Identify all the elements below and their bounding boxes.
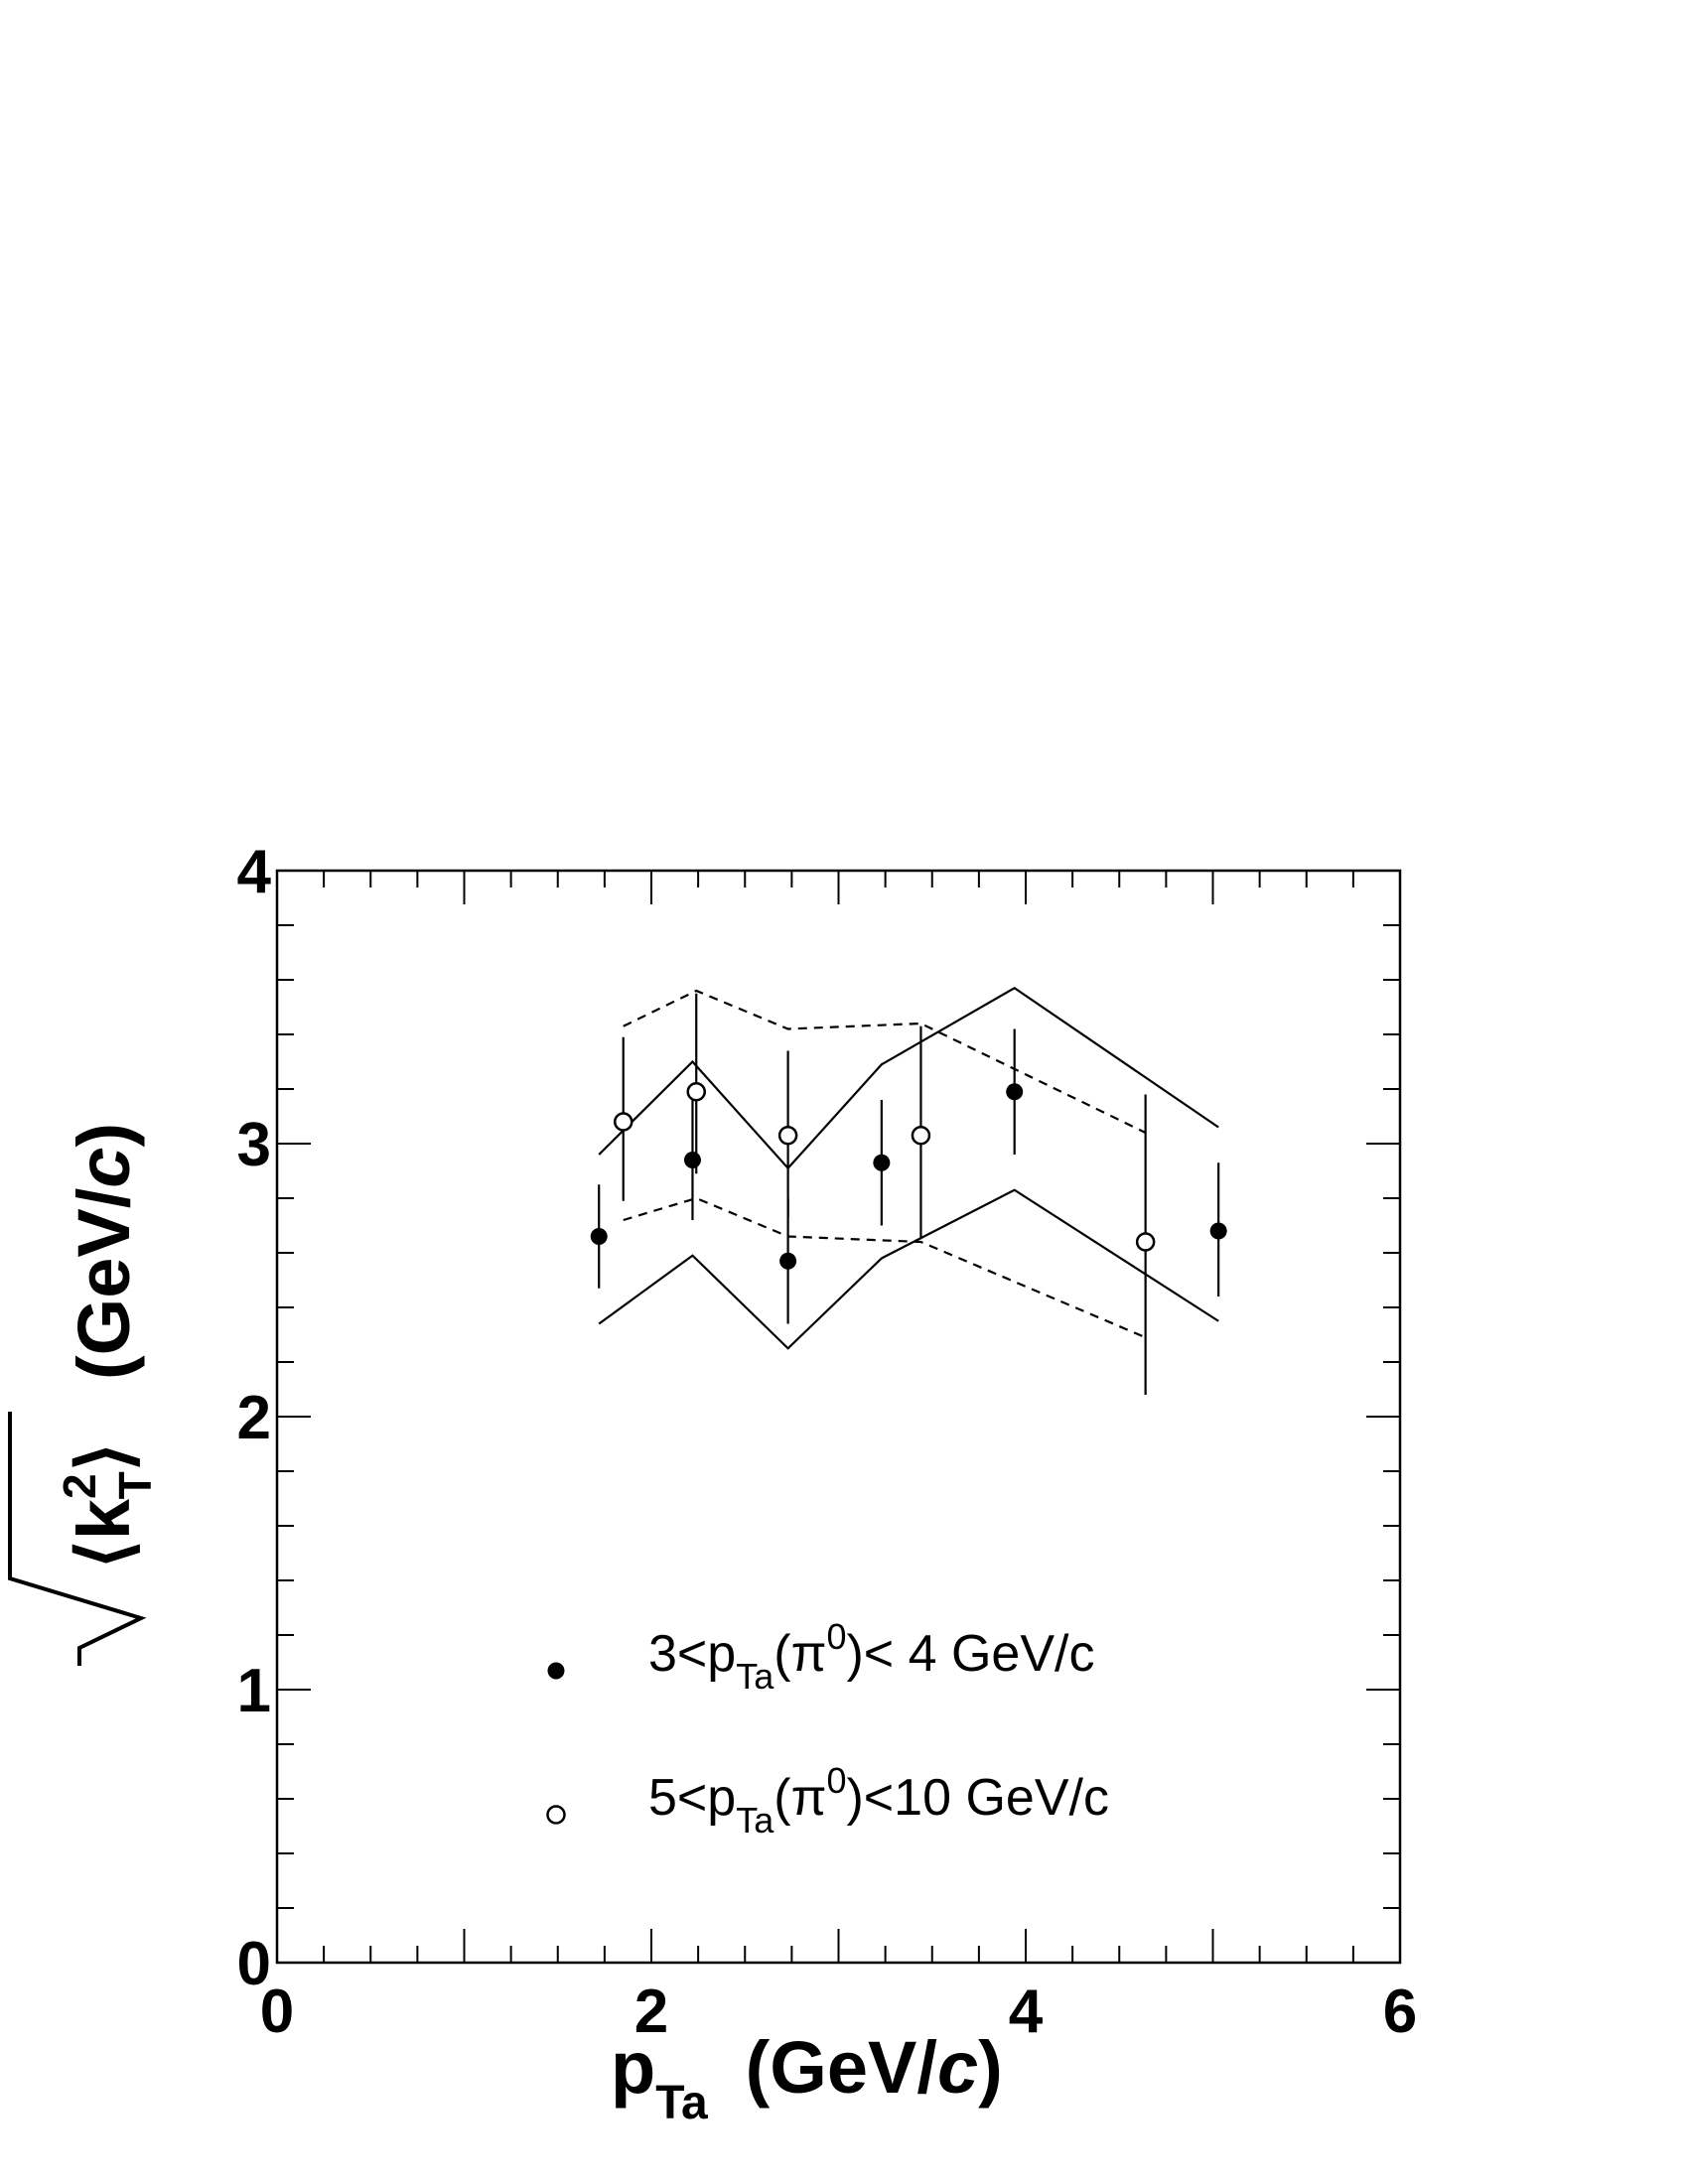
y-axis-title-root-close: ⟩: [63, 1442, 145, 1471]
y-tick-label: 4: [237, 838, 272, 906]
series-1-sys-lower-line: [598, 1188, 1219, 1350]
plot-frame: [275, 869, 1402, 1965]
sqrt-sign-icon: [8, 1412, 147, 1666]
x-axis-title-sub: Ta: [655, 2077, 708, 2129]
x-tick-label: 0: [260, 1978, 294, 2046]
series-1-point: [779, 1252, 797, 1270]
y-axis-title-unit-open: (GeV/: [63, 1188, 145, 1380]
x-tick-label: 4: [1009, 1978, 1044, 2046]
legend: 3<pTa(π0)< 4 GeV/c 5<pTa(π0)<10 GeV/c: [546, 1616, 1109, 1841]
data-points: [590, 1082, 1227, 1270]
y-axis-title: ⟨k2T⟩ (GeV/c): [8, 1123, 161, 1666]
series-2-sys-upper-line: [623, 989, 1147, 1134]
series-1-point: [590, 1228, 608, 1245]
y-tick-label: 3: [237, 1111, 271, 1179]
legend-entry-2: 5<pTa(π0)<10 GeV/c: [648, 1760, 1109, 1841]
y-axis-title-unit-close: ): [63, 1123, 145, 1148]
svg-text:⟨k2T⟩: ⟨k2T⟩: [54, 1442, 161, 1569]
legend-entry-1: 3<pTa(π0)< 4 GeV/c: [648, 1616, 1094, 1697]
x-tick-label: 2: [634, 1978, 668, 2046]
x-axis-title-unit-italic: c: [937, 2026, 978, 2109]
y-axis-title-sup: 2: [54, 1473, 105, 1499]
legend-marker-filled-circle: [547, 1662, 565, 1680]
series-2-point: [911, 1126, 931, 1146]
y-axis-title-unit-italic: c: [63, 1148, 145, 1188]
series-1-point: [1006, 1083, 1024, 1101]
y-tick-label: 1: [237, 1657, 271, 1725]
series-1-point: [1209, 1222, 1227, 1240]
series-2-point: [613, 1112, 633, 1132]
series-2-point: [1135, 1232, 1156, 1252]
series-1-sys-upper-line: [598, 986, 1219, 1170]
axis-ticks: [276, 870, 1401, 1964]
x-axis-title: pTa (GeV/c): [611, 2026, 1003, 2129]
x-axis-title-main: p: [611, 2026, 655, 2109]
x-axis-title-unit-close: ): [978, 2026, 1003, 2109]
x-tick-label: 6: [1383, 1978, 1417, 2046]
svg-text:(GeV/c): (GeV/c): [63, 1123, 145, 1380]
tick-labels: 0 2 4 6 0 1 2 3 4: [237, 838, 1418, 2046]
y-axis-title-root-open: ⟨k: [63, 1498, 145, 1569]
y-tick-label: 2: [237, 1384, 271, 1452]
legend-marker-open-circle: [546, 1805, 566, 1825]
series-2-point: [777, 1126, 798, 1146]
y-tick-label: 0: [237, 1930, 271, 1998]
series-1-point: [683, 1152, 701, 1168]
series-2-point: [686, 1082, 706, 1102]
series-1-point: [873, 1154, 891, 1171]
x-axis-title-unit-open: (GeV/: [746, 2026, 937, 2109]
y-axis-title-sub: T: [109, 1471, 161, 1499]
